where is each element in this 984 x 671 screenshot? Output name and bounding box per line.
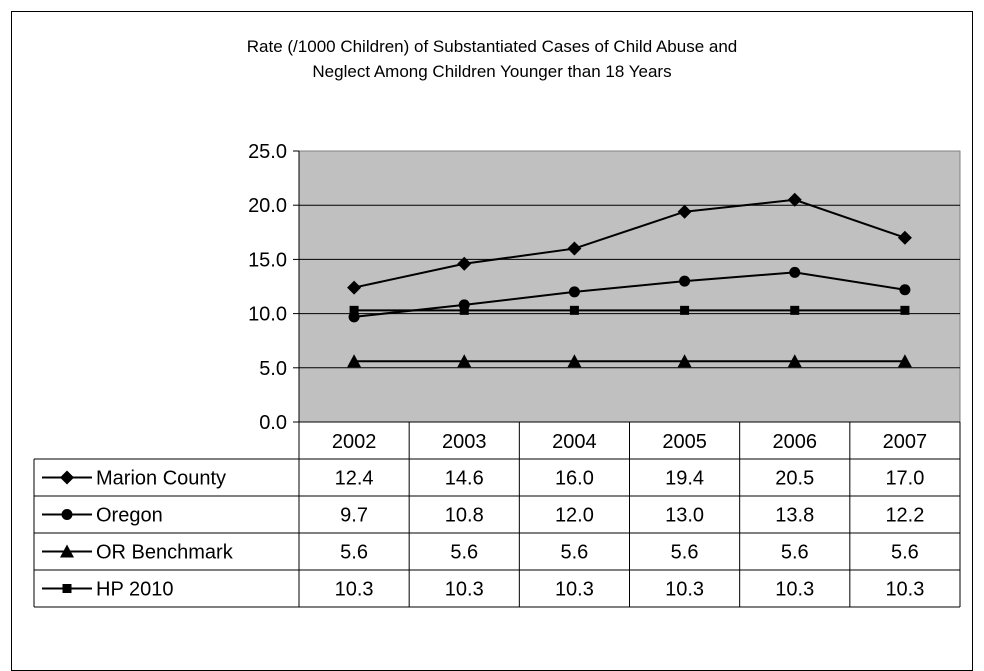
x-category-label: 2006 [773,431,818,453]
table-value-or-benchmark: 5.6 [561,542,589,564]
y-tick-label: 25.0 [248,141,287,163]
data-point-or-benchmark [567,354,582,368]
table-value-hp-2010: 10.3 [665,579,704,601]
x-category-label: 2005 [662,431,707,453]
table-value-marion-county: 12.4 [335,468,374,490]
data-point-or-benchmark [347,354,362,368]
data-point-hp-2010 [680,305,690,315]
table-value-marion-county: 17.0 [885,468,924,490]
series-line-marion-county [353,198,906,289]
chart-title-line-1: Rate (/1000 Children) of Substantiated C… [246,37,738,56]
y-tick-label: 0.0 [259,412,287,434]
table-value-or-benchmark: 5.6 [891,542,919,564]
table-value-oregon: 13.0 [665,505,704,527]
table-value-or-benchmark: 5.6 [781,542,809,564]
legend-label-marion-county: Marion County [96,468,226,490]
data-point-hp-2010 [349,305,359,315]
table-value-marion-county: 20.5 [775,468,814,490]
y-tick-label: 15.0 [248,249,287,271]
table-value-marion-county: 19.4 [665,468,704,490]
chart-title: Rate (/1000 Children) of Substantiated C… [0,34,984,84]
table-value-marion-county: 14.6 [445,468,484,490]
table-value-oregon: 12.2 [885,505,924,527]
table-value-hp-2010: 10.3 [555,579,594,601]
legend-label-or-benchmark: OR Benchmark [96,542,234,564]
data-point-hp-2010 [459,305,469,315]
table-value-marion-county: 16.0 [555,468,594,490]
data-point-marion-county [457,256,472,271]
data-point-marion-county [347,280,362,295]
data-point-oregon [679,275,691,287]
data-point-oregon [568,286,580,298]
data-point-or-benchmark [787,354,802,368]
data-point-oregon [899,284,911,296]
table-value-hp-2010: 10.3 [775,579,814,601]
legend-marker-or-benchmark [60,544,74,558]
x-category-label: 2002 [332,431,377,453]
data-point-hp-2010 [790,305,800,315]
legend-marker-oregon [61,509,73,520]
table-value-oregon: 12.0 [555,505,594,527]
data-point-oregon [789,266,801,278]
legend-label-hp-2010: HP 2010 [96,579,173,601]
legend-marker-hp-2010 [62,584,72,593]
table-value-oregon: 9.7 [340,505,368,527]
data-point-or-benchmark [457,354,472,368]
data-point-marion-county [787,192,802,207]
data-point-marion-county [677,204,692,219]
x-category-label: 2007 [883,431,928,453]
legend-marker-marion-county [60,470,74,485]
data-point-marion-county [897,230,912,245]
x-category-label: 2003 [442,431,487,453]
table-value-oregon: 10.8 [445,505,484,527]
y-tick-label: 10.0 [248,304,287,326]
table-value-or-benchmark: 5.6 [340,542,368,564]
table-value-hp-2010: 10.3 [885,579,924,601]
y-tick-label: 5.0 [259,358,287,380]
data-point-hp-2010 [569,305,579,315]
data-point-hp-2010 [900,305,910,315]
series-line-oregon [353,271,906,318]
table-value-hp-2010: 10.3 [445,579,484,601]
table-value-hp-2010: 10.3 [335,579,374,601]
table-value-or-benchmark: 5.6 [671,542,699,564]
data-point-or-benchmark [677,354,692,368]
data-point-marion-county [567,241,582,256]
table-value-oregon: 13.8 [775,505,814,527]
data-point-or-benchmark [897,354,912,368]
x-category-label: 2004 [552,431,597,453]
y-tick-label: 20.0 [248,195,287,217]
chart-title-line-2: Neglect Among Children Younger than 18 Y… [312,62,672,81]
table-value-or-benchmark: 5.6 [450,542,478,564]
legend-label-oregon: Oregon [96,505,163,527]
